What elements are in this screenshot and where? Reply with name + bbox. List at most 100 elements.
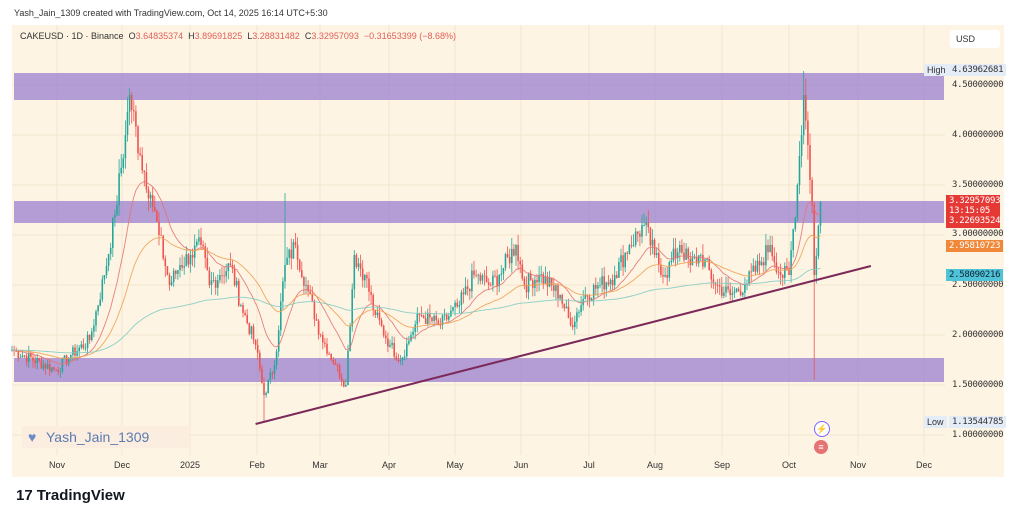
candle <box>343 380 345 387</box>
candle <box>485 276 488 283</box>
candle <box>691 257 694 265</box>
candle <box>487 282 490 285</box>
candle <box>340 377 343 381</box>
candle <box>637 231 639 234</box>
candle <box>179 265 181 271</box>
us-flag-event-icon[interactable]: ≡ <box>814 440 828 454</box>
price-axis-label: 2.00000000 <box>952 330 1004 340</box>
price-axis-label: 3.50000000 <box>952 180 1004 190</box>
candle <box>790 250 792 275</box>
candle <box>742 292 744 296</box>
candle <box>773 256 776 263</box>
candle <box>112 217 114 248</box>
candle <box>613 275 616 286</box>
tradingview-logo[interactable]: 17 TradingView <box>16 487 125 504</box>
lightning-event-icon[interactable]: ⚡ <box>814 421 830 437</box>
candle <box>15 351 17 352</box>
candle <box>704 259 706 267</box>
candle <box>723 292 725 296</box>
candle <box>599 285 601 286</box>
candle <box>660 264 662 275</box>
candle <box>422 315 425 319</box>
candle <box>540 274 542 275</box>
candle <box>769 245 771 253</box>
candle <box>196 241 198 246</box>
candle <box>185 254 188 267</box>
time-axis-label: Sep <box>714 460 730 470</box>
candle <box>32 357 34 361</box>
candle <box>351 289 353 327</box>
candle <box>414 324 416 332</box>
candle <box>326 343 328 354</box>
candle <box>517 245 519 262</box>
candle <box>727 286 729 290</box>
candle <box>145 172 148 190</box>
candle <box>592 285 595 299</box>
candle <box>605 282 608 290</box>
candle <box>676 252 679 259</box>
candle <box>315 319 318 321</box>
candle <box>133 110 135 112</box>
candle <box>760 262 763 265</box>
candle <box>267 379 269 393</box>
candle <box>805 95 807 121</box>
candle <box>527 273 530 293</box>
candle <box>305 285 307 286</box>
candle <box>710 270 713 280</box>
candle <box>800 135 803 157</box>
candle <box>284 265 286 282</box>
candle <box>739 291 742 296</box>
moving-average-50 <box>12 234 821 359</box>
candle <box>588 296 591 301</box>
candle <box>532 280 534 288</box>
candle <box>311 293 314 301</box>
candle <box>681 245 683 253</box>
candle <box>40 360 43 369</box>
candle <box>754 265 757 272</box>
candle <box>385 335 387 339</box>
candle <box>750 271 752 273</box>
candle <box>529 273 532 281</box>
candle <box>479 274 482 281</box>
candle <box>252 326 255 340</box>
candle <box>687 248 689 259</box>
candle <box>536 279 538 283</box>
candle <box>84 347 87 349</box>
candle <box>632 244 635 246</box>
candle <box>19 357 22 358</box>
price-axis-label: 1.00000000 <box>952 430 1004 440</box>
candle <box>611 279 614 286</box>
candle <box>523 278 526 285</box>
candle <box>233 268 236 286</box>
candle <box>492 275 494 285</box>
candle <box>254 339 257 345</box>
candle <box>288 249 290 258</box>
candle <box>471 270 473 292</box>
candle <box>135 111 137 127</box>
candle <box>175 270 177 274</box>
currency-button[interactable]: USD <box>950 30 1000 48</box>
candle <box>458 305 461 307</box>
candle <box>401 357 404 360</box>
candle <box>158 221 160 235</box>
candle <box>651 239 654 246</box>
candle <box>519 261 521 265</box>
candle <box>464 286 467 295</box>
candle <box>752 265 755 272</box>
candle <box>490 284 492 286</box>
candle <box>126 111 129 135</box>
candle <box>792 229 794 251</box>
candle <box>469 288 471 292</box>
candle <box>670 260 673 263</box>
candle <box>198 237 200 242</box>
time-axis-label: Nov <box>850 460 867 470</box>
candle <box>557 285 559 299</box>
candle <box>242 305 244 313</box>
candle <box>786 266 788 270</box>
candle <box>78 347 80 352</box>
candle <box>511 248 513 264</box>
candle <box>355 255 358 267</box>
price-axis-label: 1.50000000 <box>952 380 1004 390</box>
candle <box>42 364 45 369</box>
